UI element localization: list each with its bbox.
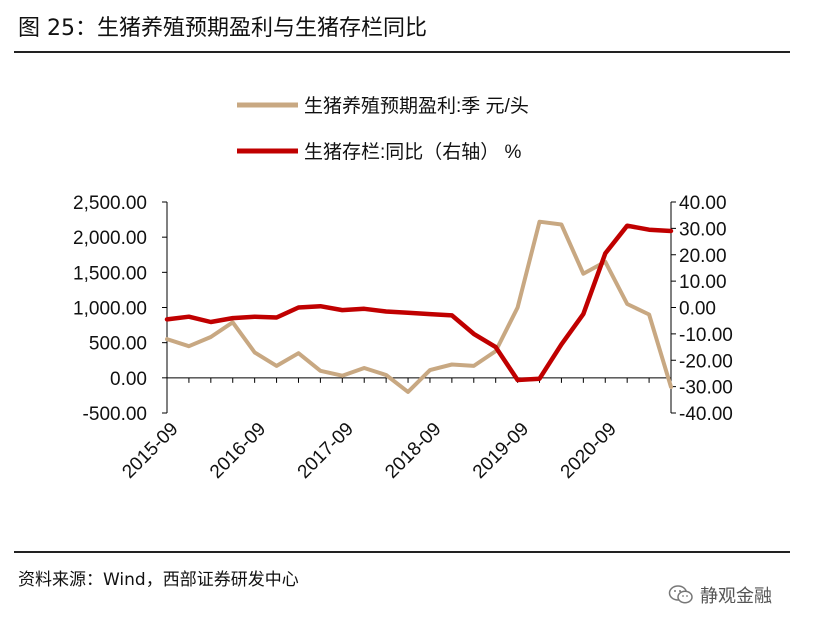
right-tick-label: 0.00 — [679, 299, 716, 320]
right-tick-label: 10.00 — [679, 272, 727, 293]
right-tick-label: 30.00 — [679, 219, 727, 240]
right-tick-label: -10.00 — [679, 325, 733, 346]
figure-title: 图 25：生猪养殖预期盈利与生猪存栏同比 — [18, 16, 427, 41]
x-tick-label: 2017-09 — [294, 419, 358, 483]
plot-area — [164, 219, 674, 394]
legend: 生猪养殖预期盈利:季 元/头 生猪存栏:同比（右轴） % — [237, 95, 529, 163]
top-rule — [14, 51, 790, 53]
watermark-text: 静观金融 — [700, 586, 772, 607]
x-tick-label: 2018-09 — [381, 419, 445, 483]
wechat-icon — [668, 585, 693, 604]
left-tick-label: 500.00 — [89, 334, 147, 355]
series-line-inventory — [164, 223, 674, 383]
series-line-profit — [165, 219, 673, 394]
left-tick-label: 0.00 — [110, 369, 147, 390]
left-tick-label: 2,000.00 — [73, 228, 147, 249]
legend-label-inventory: 生猪存栏:同比（右轴） % — [304, 141, 522, 163]
left-tick-label: 1,500.00 — [73, 263, 147, 284]
source-note: 资料来源：Wind，西部证券研发中心 — [18, 570, 299, 590]
axes: -500.00 0.00 500.00 1,000.00 1,500.00 2,000.0… — [73, 193, 733, 483]
x-tick-label: 2016-09 — [206, 419, 270, 483]
left-tick-label: 1,000.00 — [73, 299, 147, 320]
right-tick-label: -30.00 — [679, 378, 733, 399]
left-tick-label: -500.00 — [83, 404, 147, 425]
x-tick-label: 2019-09 — [469, 419, 533, 483]
right-tick-label: 40.00 — [679, 193, 727, 214]
legend-label-profit: 生猪养殖预期盈利:季 元/头 — [304, 95, 529, 117]
right-tick-label: -20.00 — [679, 351, 733, 372]
left-tick-label: 2,500.00 — [73, 193, 147, 214]
x-tick-label: 2020-09 — [557, 419, 621, 483]
watermark: 静观金融 — [668, 582, 772, 608]
bottom-rule — [14, 551, 790, 553]
chart: 生猪养殖预期盈利:季 元/头 生猪存栏:同比（右轴） % -500.00 0.00… — [73, 95, 733, 483]
right-tick-label: -40.00 — [679, 404, 733, 425]
right-tick-label: 20.00 — [679, 246, 727, 267]
x-tick-label: 2015-09 — [118, 419, 182, 483]
